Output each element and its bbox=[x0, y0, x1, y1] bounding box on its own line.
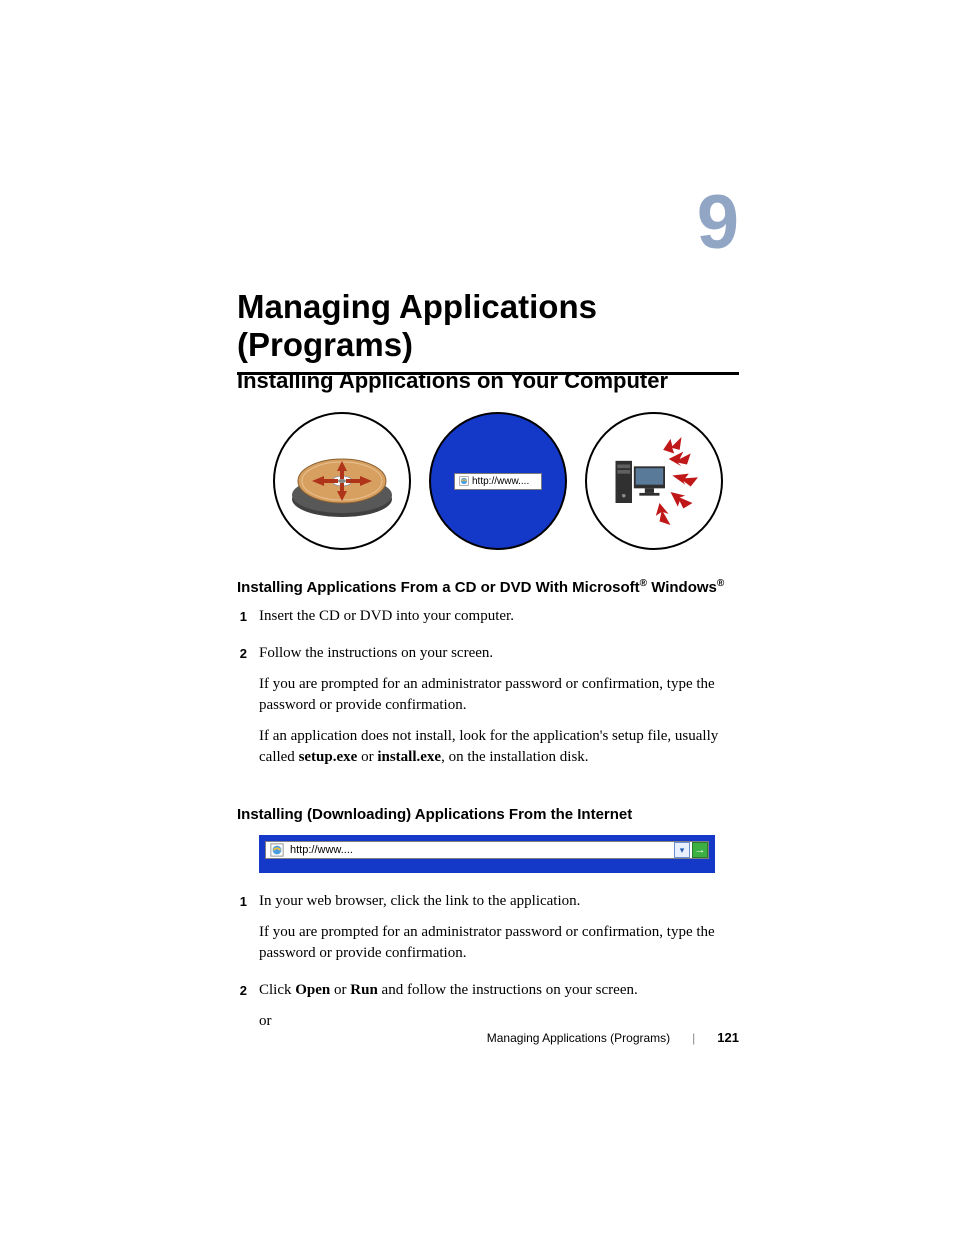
step-text: If you are prompted for an administrator… bbox=[259, 922, 739, 964]
chapter-number: 9 bbox=[697, 185, 739, 261]
dvd-drive-icon bbox=[282, 421, 402, 541]
cd-install-steps: 1 Insert the CD or DVD into your compute… bbox=[237, 606, 739, 778]
internet-url-illustration: http://www.... bbox=[429, 412, 567, 550]
chapter-title: Managing Applications (Programs) bbox=[237, 288, 739, 375]
url-box: http://www.... bbox=[454, 473, 542, 490]
page-content: Installing Applications on Your Computer bbox=[237, 368, 739, 1048]
step-text: Insert the CD or DVD into your computer. bbox=[259, 606, 739, 627]
browser-address-bar-figure: http://www.... ▾ → bbox=[259, 835, 715, 873]
step-item: 1 Insert the CD or DVD into your compute… bbox=[237, 606, 739, 637]
cd-dvd-illustration bbox=[273, 412, 411, 550]
footer-section: Managing Applications (Programs) bbox=[487, 1031, 670, 1045]
illustration-row: http://www.... bbox=[257, 412, 739, 550]
step-text: Follow the instructions on your screen. bbox=[259, 643, 739, 664]
step-text: In your web browser, click the link to t… bbox=[259, 891, 739, 912]
page-footer: Managing Applications (Programs) | 121 bbox=[487, 1030, 739, 1045]
computer-network-illustration bbox=[585, 412, 723, 550]
subsection-cd-heading: Installing Applications From a CD or DVD… bbox=[237, 578, 739, 596]
step-item: 2 Follow the instructions on your screen… bbox=[237, 643, 739, 778]
address-text: http://www.... bbox=[288, 844, 674, 856]
dropdown-icon: ▾ bbox=[674, 842, 690, 858]
step-number: 2 bbox=[237, 980, 259, 1042]
page-number: 121 bbox=[717, 1030, 739, 1045]
step-number: 1 bbox=[237, 891, 259, 974]
ie-icon bbox=[459, 476, 469, 486]
document-page: 9 Managing Applications (Programs) Insta… bbox=[0, 0, 954, 1235]
address-bar: http://www.... ▾ → bbox=[265, 841, 709, 859]
ie-icon bbox=[270, 843, 284, 857]
step-text: If an application does not install, look… bbox=[259, 726, 739, 768]
go-icon: → bbox=[692, 842, 708, 858]
step-number: 2 bbox=[237, 643, 259, 778]
step-text: Click Open or Run and follow the instruc… bbox=[259, 980, 739, 1001]
subsection-internet-heading: Installing (Downloading) Applications Fr… bbox=[237, 806, 739, 823]
pc-arrows-icon bbox=[599, 426, 709, 536]
internet-install-steps: 1 In your web browser, click the link to… bbox=[237, 891, 739, 1042]
step-item: 1 In your web browser, click the link to… bbox=[237, 891, 739, 974]
section-heading: Installing Applications on Your Computer bbox=[237, 368, 739, 394]
url-text: http://www.... bbox=[472, 476, 529, 487]
step-text: or bbox=[259, 1011, 739, 1032]
step-text: If you are prompted for an administrator… bbox=[259, 674, 739, 716]
footer-separator: | bbox=[692, 1031, 695, 1045]
step-number: 1 bbox=[237, 606, 259, 637]
